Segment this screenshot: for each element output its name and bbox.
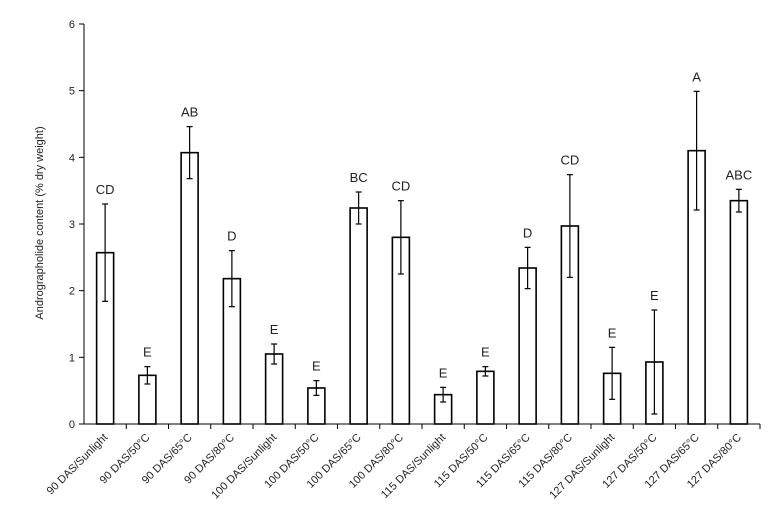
significance-label: E — [270, 322, 279, 337]
significance-label: AB — [181, 105, 198, 120]
significance-label: A — [692, 69, 701, 84]
bar — [476, 370, 495, 425]
significance-labels: CD E AB D E E BC CD E E D CD E E A ABC — [96, 69, 753, 380]
significance-label: D — [227, 229, 236, 244]
y-tick-label: 6 — [69, 19, 75, 31]
significance-label: CD — [560, 153, 579, 168]
bar — [180, 151, 199, 425]
significance-label: E — [481, 345, 490, 360]
significance-label: E — [439, 365, 448, 380]
y-tick-label: 3 — [69, 219, 75, 231]
significance-label: E — [143, 345, 152, 360]
significance-label: D — [523, 225, 532, 240]
y-tick-label: 4 — [69, 152, 75, 164]
bars — [95, 149, 749, 425]
significance-label: ABC — [726, 167, 753, 182]
bar — [349, 207, 368, 425]
y-tick-label: 0 — [69, 419, 75, 431]
y-tick-label: 1 — [69, 352, 75, 364]
y-tick-label: 2 — [69, 286, 75, 298]
error-bars — [102, 90, 742, 415]
significance-label: E — [650, 288, 659, 303]
bar — [729, 199, 749, 425]
significance-label: BC — [350, 170, 368, 185]
y-axis-title: Andrographolide content (% dry weight) — [34, 126, 46, 319]
bar — [518, 267, 537, 425]
significance-label: E — [608, 325, 617, 340]
significance-label: E — [312, 359, 321, 374]
significance-label: CD — [96, 182, 115, 197]
y-tick-label: 5 — [69, 86, 75, 98]
significance-label: CD — [391, 179, 410, 194]
x-tick-label: 90 DAS/Sunlight — [45, 432, 111, 498]
y-ticks: 0 1 2 3 4 5 6 — [69, 19, 84, 431]
